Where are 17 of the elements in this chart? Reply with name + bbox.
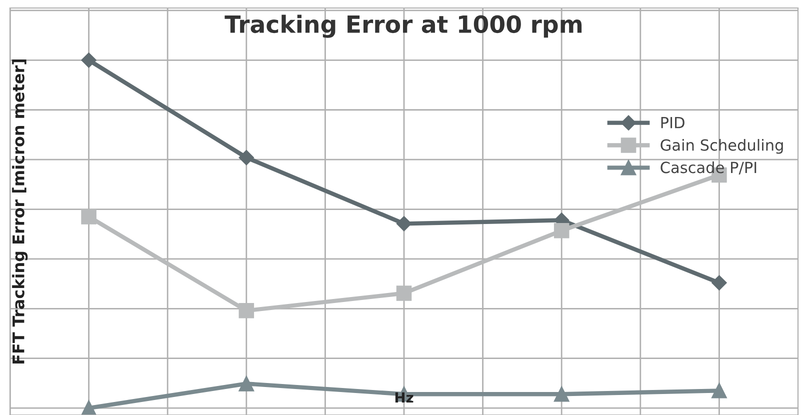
chart-title: Tracking Error at 1000 rpm xyxy=(224,14,582,38)
point xyxy=(554,386,570,402)
point xyxy=(396,216,412,232)
point xyxy=(712,275,727,290)
point xyxy=(712,383,727,398)
point xyxy=(81,209,96,224)
point xyxy=(238,376,254,392)
legend-label: PID xyxy=(661,117,684,128)
legend-label: Gain Scheduling xyxy=(660,138,783,154)
point xyxy=(238,150,254,166)
legend-label: Cascade P/PI xyxy=(660,161,756,174)
point xyxy=(554,222,570,238)
point xyxy=(81,52,96,68)
point xyxy=(396,286,412,301)
y-axis-title: FFT Tracking Error [micron meter] xyxy=(12,59,28,364)
point xyxy=(238,303,254,318)
point xyxy=(81,400,96,415)
